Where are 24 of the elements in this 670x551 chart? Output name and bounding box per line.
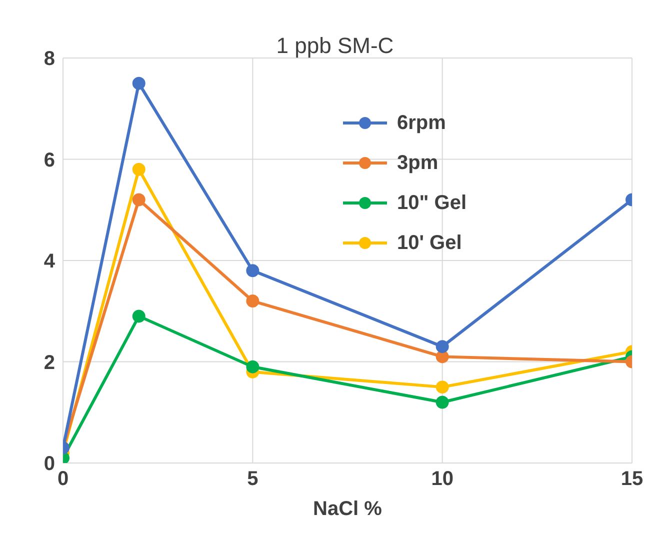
point (436, 380, 449, 394)
legend-label: 6rpm (397, 111, 446, 136)
point (132, 162, 146, 176)
legend-label: 3pm (397, 151, 438, 176)
y-tick-label: 8 (44, 48, 55, 70)
point (132, 76, 146, 90)
x-axis-title: NaCl % (313, 498, 382, 520)
point (132, 310, 146, 323)
x-tick-label: 15 (620, 468, 644, 490)
point (436, 340, 449, 354)
legend-label: 10" Gel (397, 191, 467, 216)
x-tick-label: 5 (247, 468, 258, 490)
legend-label: 10' Gel (397, 231, 462, 256)
point (132, 193, 146, 206)
chart-title: 1 ppb SM-C (276, 33, 394, 58)
point (246, 360, 260, 374)
point (246, 264, 260, 278)
point (436, 396, 449, 409)
y-tick-label: 4 (44, 250, 56, 273)
y-tick-label: 0 (44, 453, 55, 476)
x-tick-label: 10 (431, 468, 454, 490)
y-tick-label: 6 (44, 149, 55, 172)
point (246, 294, 260, 308)
y-tick-label: 2 (44, 352, 55, 374)
